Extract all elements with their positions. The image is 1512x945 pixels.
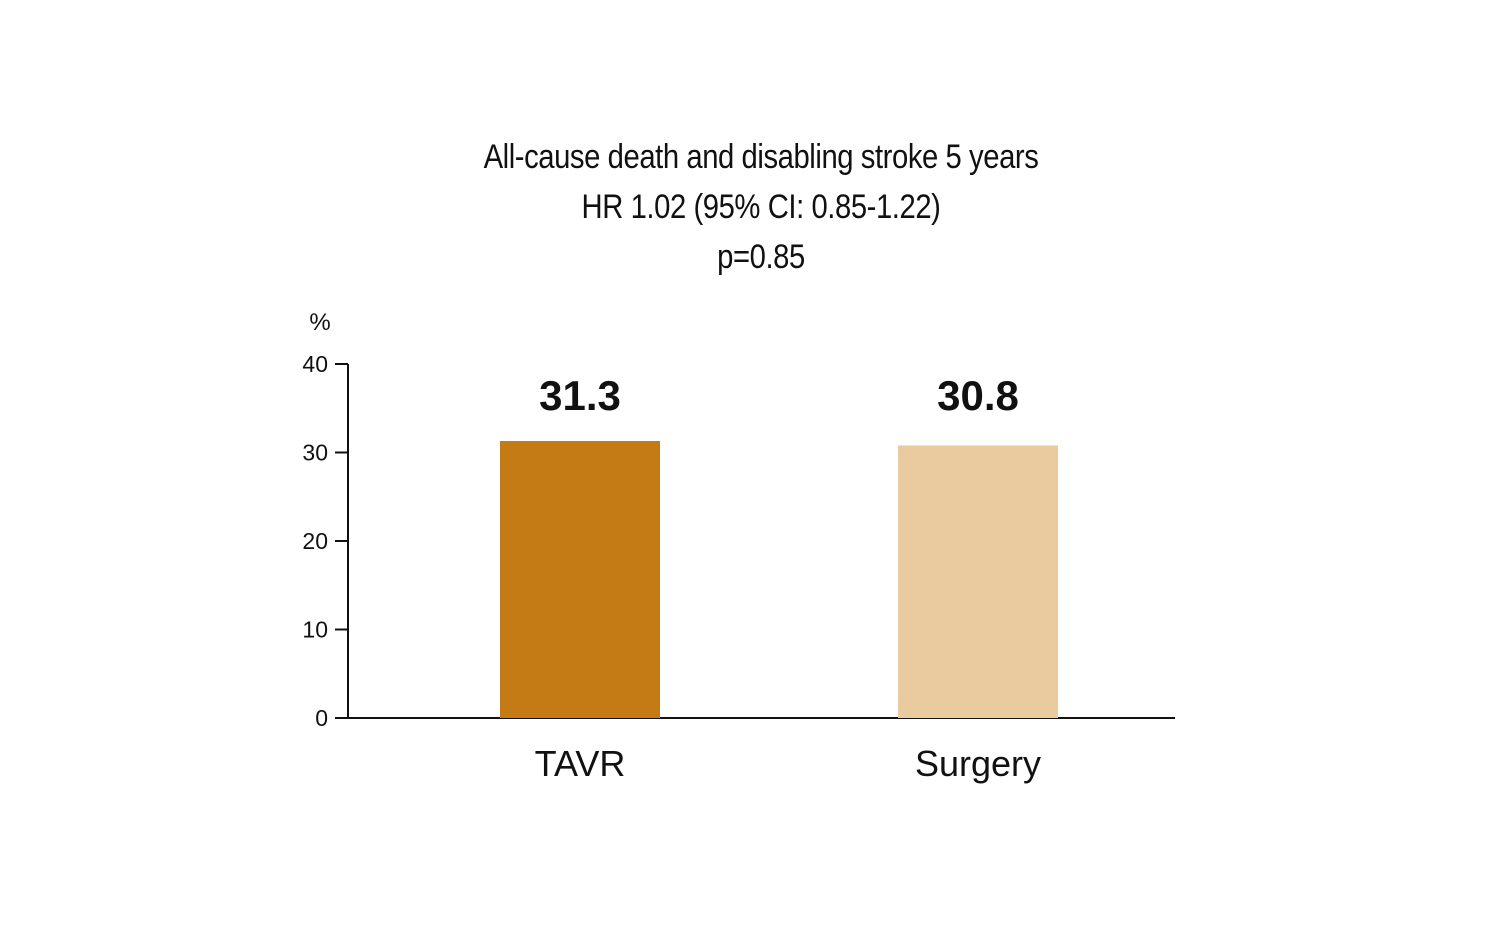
category-labels-group: TAVR Surgery [535,743,1041,784]
value-labels-group: 31.3 30.8 [539,372,1019,419]
bar-tavr [500,440,660,718]
chart-title-line-3: p=0.85 [717,238,805,276]
y-tick-label: 30 [302,440,328,466]
bar-surgery [898,445,1058,718]
chart-title-line-1: All-cause death and disabling stroke 5 y… [483,138,1039,176]
y-axis-unit-label: % [309,309,330,336]
value-label-surgery: 30.8 [937,372,1019,419]
y-tick-label: 10 [302,617,328,643]
category-label-tavr: TAVR [535,743,626,784]
category-label-surgery: Surgery [915,743,1041,784]
y-tick-label: 40 [302,351,328,377]
y-tick-label: 0 [315,705,328,731]
chart-title: All-cause death and disabling stroke 5 y… [107,132,1416,282]
bars-group [500,440,1058,718]
value-label-tavr: 31.3 [539,372,621,419]
y-tick-label: 20 [302,528,328,554]
y-axis-ticks: 0 10 20 30 40 [302,351,348,731]
chart-title-line-2: HR 1.02 (95% CI: 0.85-1.22) [581,188,941,226]
